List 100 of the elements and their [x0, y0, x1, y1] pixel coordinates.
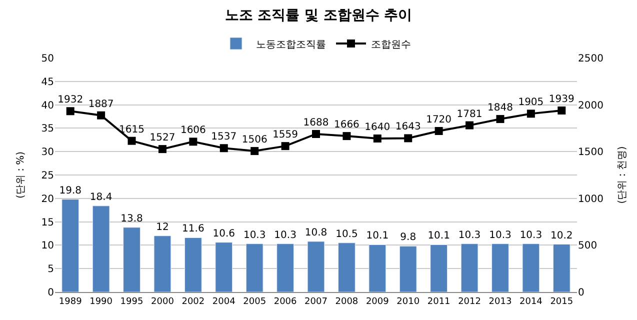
y-tick-label: 15 [41, 217, 54, 228]
y2-tick-label: 2000 [578, 100, 604, 112]
y2-tick-label: 1500 [578, 147, 604, 158]
y2-axis-title: (단위 : 천명) [616, 146, 628, 204]
x-tick-label: 2009 [366, 296, 390, 307]
bar [154, 236, 172, 292]
x-tick-label: 2014 [519, 296, 543, 307]
x-tick-label: 2007 [304, 296, 328, 307]
y-tick-label: 50 [41, 54, 54, 64]
y-tick-label: 0 [48, 288, 54, 298]
data-label: 1606 [180, 125, 206, 136]
y-tick-label: 20 [41, 194, 54, 205]
data-label: 10.3 [243, 230, 266, 241]
bar [276, 244, 294, 292]
bar [307, 241, 325, 292]
y-tick-label: 45 [41, 76, 54, 88]
x-tick-label: 2013 [488, 296, 512, 307]
point [496, 115, 504, 124]
data-label: 1887 [88, 98, 114, 110]
bar [123, 227, 140, 292]
data-label: 18.4 [90, 192, 112, 203]
data-label: 10.1 [366, 230, 389, 242]
legend-label: 노동조합조직률 [256, 39, 326, 50]
legend-label: 조합원수 [371, 39, 411, 50]
y-tick-label: 40 [41, 100, 54, 112]
data-label: 1939 [548, 94, 574, 106]
data-label: 1932 [58, 94, 84, 106]
data-label: 13.8 [120, 213, 143, 224]
point [526, 110, 535, 118]
x-tick-label: 2002 [182, 296, 205, 307]
point [281, 142, 290, 150]
bar [522, 244, 540, 292]
y2-tick-label: 2500 [578, 54, 604, 64]
y-tick-label: 25 [41, 170, 54, 182]
bar [368, 244, 386, 292]
point [250, 147, 259, 156]
data-label: 1506 [242, 134, 268, 146]
point [128, 136, 136, 145]
x-tick-label: 2008 [335, 296, 358, 307]
point [97, 111, 106, 120]
point [342, 132, 351, 140]
data-label: 1640 [364, 122, 390, 133]
data-label: 10.8 [304, 227, 328, 238]
data-label: 1537 [211, 132, 237, 143]
point [434, 127, 443, 136]
y-axis-title: (단위 : %) [15, 151, 26, 199]
data-label: 10.1 [428, 230, 450, 242]
data-label: 1559 [272, 130, 298, 141]
bar [184, 237, 202, 292]
data-label: 10.3 [520, 230, 542, 241]
bar [430, 244, 448, 292]
bar [215, 242, 233, 292]
data-label: 1781 [456, 108, 482, 120]
x-tick-label: 1990 [90, 296, 113, 307]
data-label: 1720 [426, 114, 452, 126]
chart-title: 노조 조직률 및 조합원수 추이 [224, 7, 412, 24]
x-tick-label: 2004 [212, 296, 236, 307]
x-tick-label: 2012 [458, 296, 481, 307]
x-tick-label: 2011 [427, 296, 450, 307]
y-tick-label: 35 [41, 124, 54, 135]
data-label: 1688 [303, 118, 329, 128]
data-label: 1615 [119, 124, 144, 136]
bar [460, 244, 478, 292]
y2-tick-label: 500 [578, 240, 598, 252]
point [312, 130, 320, 138]
data-label: 19.8 [59, 185, 82, 196]
point [66, 107, 74, 116]
bar [552, 244, 570, 292]
data-label: 10.2 [550, 230, 573, 242]
point [220, 144, 228, 152]
data-label: 10.5 [336, 228, 358, 240]
point [373, 134, 382, 142]
data-label: 1905 [518, 97, 544, 108]
point [189, 138, 198, 146]
x-tick-label: 2000 [151, 296, 174, 307]
bar [492, 244, 509, 292]
x-tick-label: 2010 [396, 296, 420, 307]
point [466, 121, 474, 130]
y-tick-label: 30 [41, 147, 54, 158]
data-label: 10.6 [212, 228, 236, 240]
x-tick-label: 2005 [243, 296, 266, 307]
point [558, 106, 566, 115]
data-label: 11.6 [182, 224, 204, 235]
data-label: 1527 [150, 132, 176, 144]
x-tick-label: 1995 [120, 296, 144, 307]
y-tick-label: 10 [41, 240, 54, 252]
data-label: 10.3 [489, 230, 512, 241]
bar [399, 246, 417, 292]
point [404, 134, 412, 142]
x-tick-label: 1989 [58, 296, 82, 307]
point [158, 145, 166, 154]
x-tick-label: 2015 [550, 296, 574, 307]
data-label: 9.8 [400, 232, 416, 244]
data-label: 12 [156, 222, 169, 233]
data-label: 10.3 [274, 230, 296, 241]
bar [92, 206, 110, 292]
x-tick-label: 2006 [274, 296, 298, 307]
data-label: 1666 [334, 120, 360, 131]
bar [338, 242, 356, 292]
y-tick-label: 5 [48, 264, 54, 276]
